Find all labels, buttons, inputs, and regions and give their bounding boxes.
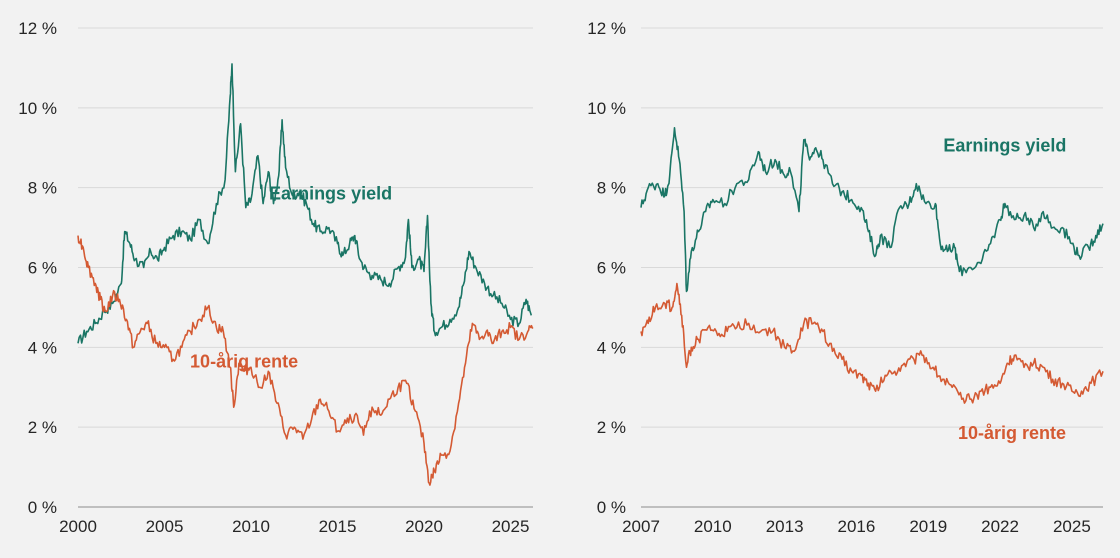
series-line-10-arig-rente [77,235,534,486]
y-tick-label: 8 % [597,179,626,198]
series-line-10-arig-rente [640,282,1104,404]
series-line-earnings-yield [77,63,533,344]
x-tick-label: 2019 [909,517,947,536]
series-label: Earnings yield [943,136,1066,156]
x-tick-label: 2000 [59,517,97,536]
y-tick-label: 10 % [587,99,626,118]
series-label: 10-årig rente [190,351,298,371]
series-label: Earnings yield [269,184,392,204]
y-tick-label: 0 % [28,498,57,517]
y-tick-label: 12 % [587,19,626,38]
y-tick-label: 0 % [597,498,626,517]
x-tick-label: 2010 [232,517,270,536]
x-tick-label: 2015 [319,517,357,536]
y-tick-label: 4 % [28,338,57,357]
series-line-earnings-yield [640,127,1104,293]
y-tick-label: 4 % [597,338,626,357]
y-tick-label: 2 % [28,418,57,437]
series-label: 10-årig rente [958,423,1066,443]
x-tick-label: 2025 [1053,517,1091,536]
y-tick-label: 2 % [597,418,626,437]
chart-right: 0 % 2 % 4 % 6 % 8 % 10 % 12 % 2007 2010 2013 2016 2… [587,19,1104,536]
x-tick-label: 2005 [146,517,184,536]
y-tick-label: 8 % [28,179,57,198]
x-tick-label: 2022 [981,517,1019,536]
y-tick-label: 10 % [18,99,57,118]
x-tick-label: 2013 [766,517,804,536]
x-tick-label: 2007 [622,517,660,536]
x-tick-label: 2025 [492,517,530,536]
y-tick-label: 6 % [28,259,57,278]
x-tick-label: 2010 [694,517,732,536]
chart-left: 0 % 2 % 4 % 6 % 8 % 10 % 12 % 2000 2005 2010 2015 2… [18,19,534,536]
y-tick-label: 6 % [597,259,626,278]
x-tick-label: 2020 [405,517,443,536]
x-tick-label: 2016 [838,517,876,536]
y-tick-label: 12 % [18,19,57,38]
